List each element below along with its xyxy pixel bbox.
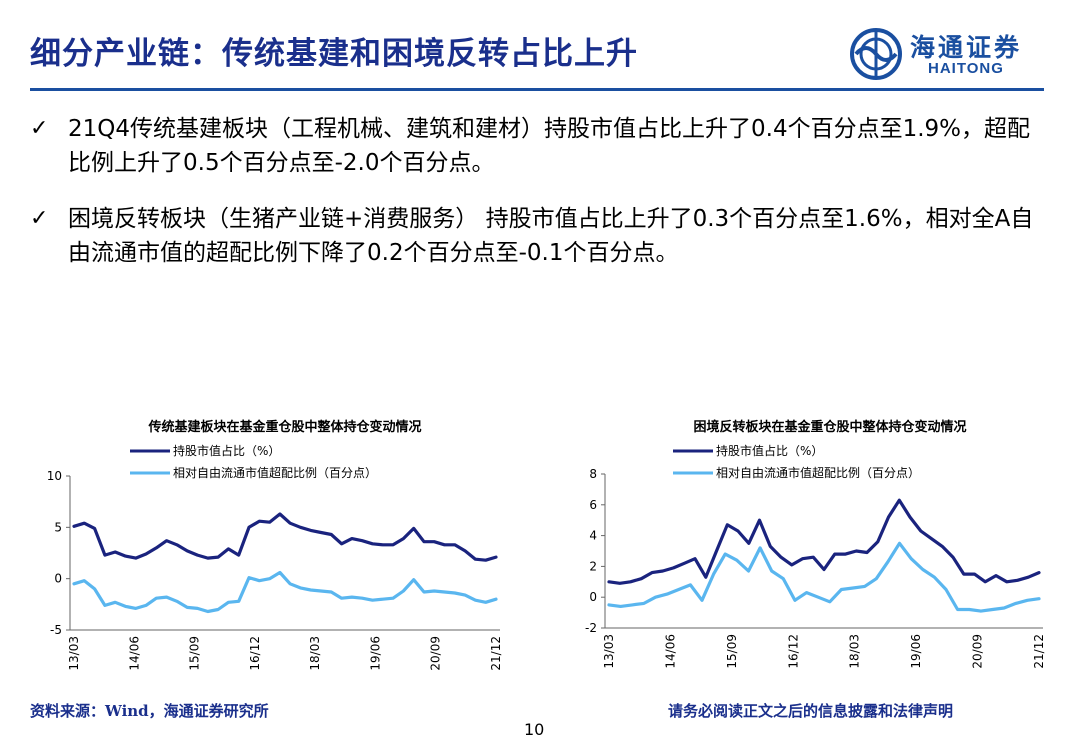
series-line-overweight <box>607 541 1041 613</box>
page-number: 10 <box>524 720 545 739</box>
series-line-holding-share <box>607 498 1041 585</box>
chart-title: 传统基建板块在基金重仓股中整体持仓变动情况 <box>147 419 421 435</box>
bullet-text: 21Q4传统基建板块（工程机械、建筑和建材）持股市值占比上升了0.4个百分点至1… <box>68 116 1031 176</box>
y-tick-label: 6 <box>589 498 597 512</box>
logo-text-cn: 海通证券 <box>910 33 1023 62</box>
bullet-item: ✓ 困境反转板块（生猪产业链+消费服务） 持股市值占比上升了0.3个百分点至1.… <box>30 202 1050 270</box>
x-tick-label: 16/12 <box>248 636 262 671</box>
checkmark-icon: ✓ <box>30 116 49 141</box>
legend-label: 持股市值占比（%） <box>173 443 280 458</box>
x-tick-label: 18/03 <box>308 636 322 671</box>
series-line-holding-share <box>72 512 498 562</box>
x-tick-label: 20/09 <box>971 634 985 669</box>
x-tick-label: 19/06 <box>909 634 923 669</box>
haitong-logo: 海通证券 HAITONG <box>848 26 1048 82</box>
y-tick-label: 8 <box>589 467 597 481</box>
x-tick-label: 13/03 <box>602 634 616 669</box>
x-tick-label: 21/12 <box>489 636 503 671</box>
x-tick-label: 14/06 <box>127 636 141 671</box>
x-tick-label: 21/12 <box>1032 634 1045 669</box>
x-tick-label: 13/03 <box>67 636 81 671</box>
header-divider <box>30 88 1044 91</box>
checkmark-icon: ✓ <box>30 206 49 231</box>
footer-source: 资料来源：Wind，海通证券研究所 <box>30 702 269 720</box>
chart-infrastructure: 传统基建板块在基金重仓股中整体持仓变动情况 持股市值占比（%） 相对自由流通市值… <box>47 419 503 671</box>
haitong-emblem-icon <box>850 28 902 80</box>
x-tick-label: 14/06 <box>663 634 677 669</box>
logo-text-en: HAITONG <box>928 60 1004 77</box>
bullet-item: ✓ 21Q4传统基建板块（工程机械、建筑和建材）持股市值占比上升了0.4个百分点… <box>30 112 1050 180</box>
y-tick-label: -5 <box>50 623 62 637</box>
x-tick-label: 19/06 <box>368 636 382 671</box>
page-title: 细分产业链：传统基建和困境反转占比上升 <box>30 36 638 72</box>
chart-turnaround: 困境反转板块在基金重仓股中整体持仓变动情况 持股市值占比（%） 相对自由流通市值… <box>585 419 1045 669</box>
y-tick-label: -2 <box>585 621 597 635</box>
x-tick-label: 20/09 <box>429 636 443 671</box>
y-tick-label: 10 <box>47 469 62 483</box>
x-tick-label: 15/09 <box>725 634 739 669</box>
chart-title: 困境反转板块在基金重仓股中整体持仓变动情况 <box>693 419 966 435</box>
y-tick-label: 5 <box>54 520 62 534</box>
legend-label: 持股市值占比（%） <box>716 443 823 458</box>
y-tick-label: 2 <box>589 559 597 573</box>
series-line-overweight <box>72 570 498 614</box>
legend-label: 相对自由流通市值超配比例（百分点） <box>716 465 920 480</box>
y-tick-label: 0 <box>589 590 597 604</box>
x-tick-label: 16/12 <box>786 634 800 669</box>
x-tick-label: 18/03 <box>848 634 862 669</box>
x-tick-label: 15/09 <box>188 636 202 671</box>
y-tick-label: 0 <box>54 572 62 586</box>
y-tick-label: 4 <box>589 529 597 543</box>
legend-label: 相对自由流通市值超配比例（百分点） <box>173 465 377 480</box>
footer-disclaimer: 请务必阅读正文之后的信息披露和法律声明 <box>668 702 954 720</box>
bullet-text: 困境反转板块（生猪产业链+消费服务） 持股市值占比上升了0.3个百分点至1.6%… <box>68 206 1034 266</box>
